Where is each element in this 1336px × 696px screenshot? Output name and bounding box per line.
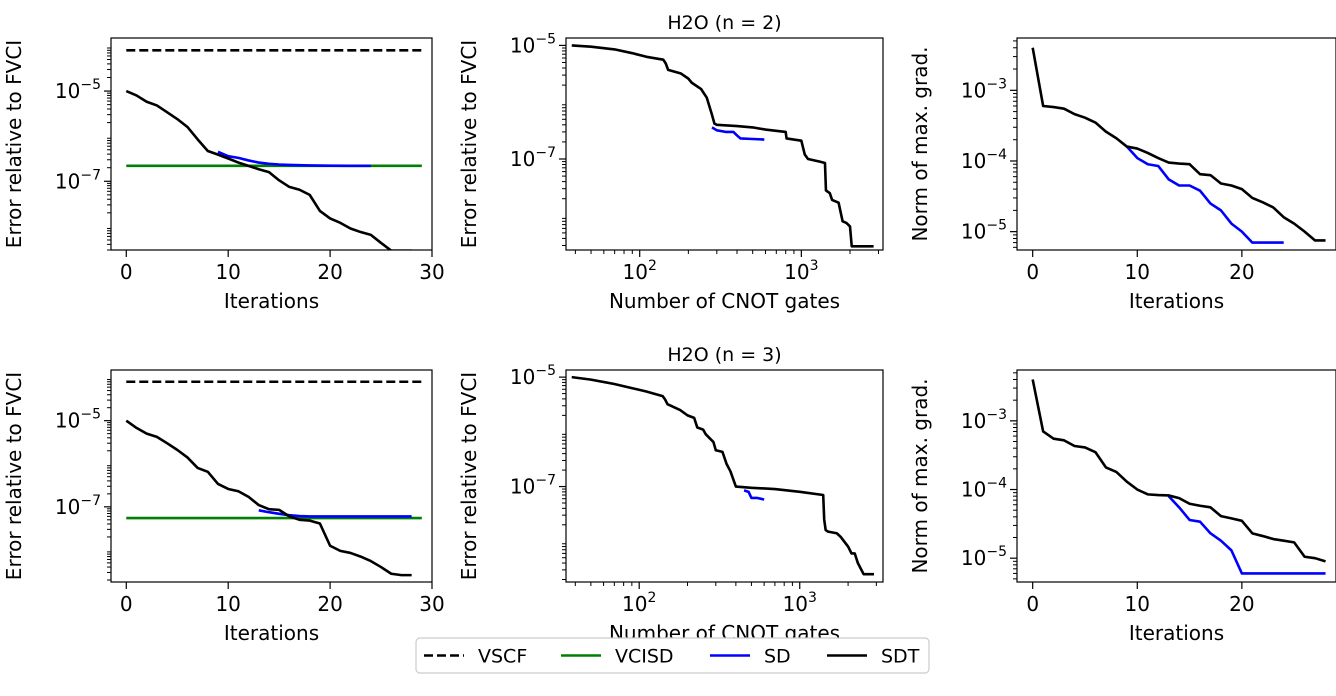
axes-frame	[1016, 369, 1336, 583]
y-tick-label: 10−3	[961, 407, 1007, 433]
plot-area	[571, 375, 874, 576]
series-sdt-line	[571, 375, 874, 576]
legend-label-vscf: VSCF	[478, 646, 527, 668]
x-tick-label: 10	[215, 260, 240, 284]
x-tick-label: 102	[622, 590, 656, 616]
x-tick-label: 0	[1026, 260, 1039, 284]
x-tick-label: 103	[784, 258, 818, 284]
series-sd-line	[258, 509, 412, 518]
y-tick-label: 10−5	[961, 218, 1007, 244]
series-sd-line	[711, 126, 765, 141]
x-tick-label: 0	[1026, 592, 1039, 616]
subplot-3: 0 10 20 10−3 10−4 10−5 Iterations Norm of max. …	[908, 37, 1336, 313]
x-tick-label: 0	[120, 260, 133, 284]
x-tick-label: 20	[1229, 592, 1254, 616]
x-tick-label: 10	[215, 592, 240, 616]
series-sdt-line	[571, 44, 874, 248]
axes-frame	[565, 369, 884, 583]
y-tick-label: 10−7	[55, 167, 101, 193]
x-tick-label: 30	[419, 592, 444, 616]
series-sd-line	[1167, 495, 1326, 575]
y-tick-label: 10−3	[961, 76, 1007, 102]
subplot-2: 102 103 10−5 10−7 Number of CNOT gates Error …	[457, 12, 884, 313]
plot-area	[1031, 379, 1326, 575]
chart-title: H2O (n = 3)	[667, 344, 781, 366]
chart-title: H2O (n = 2)	[667, 12, 781, 34]
x-tick-label: 30	[419, 260, 444, 284]
axes-frame	[110, 37, 433, 251]
y-axis-label: Error relative to FVCI	[2, 40, 26, 248]
x-tick-label: 20	[1229, 260, 1254, 284]
x-tick-label: 0	[120, 592, 133, 616]
y-tick-label: 10−7	[55, 493, 101, 519]
axes-frame	[1016, 37, 1336, 251]
y-tick-label: 10−5	[55, 77, 101, 103]
y-axis-label: Error relative to FVCI	[2, 372, 26, 580]
series-sdt-line	[1031, 47, 1326, 242]
legend: VSCF VCISD SD SDT	[415, 637, 930, 674]
series-sdt-line	[125, 419, 412, 577]
subplot-1: 0 10 20 30 10−5 10−7 Iterations Error relative …	[2, 37, 445, 313]
plot-area	[125, 49, 422, 250]
y-tick-label: 10−4	[961, 476, 1007, 502]
axes-frame	[110, 369, 433, 583]
y-axis-label: Norm of max. grad.	[908, 46, 932, 241]
plot-area	[125, 380, 422, 577]
x-tick-label: 10	[1125, 592, 1150, 616]
series-sdt-line	[125, 89, 412, 250]
y-tick-label: 10−4	[961, 147, 1007, 173]
x-axis-label: Number of CNOT gates	[609, 289, 840, 313]
series-sd-line	[743, 489, 765, 501]
y-tick-label: 10−5	[961, 544, 1007, 570]
x-axis-label: Iterations	[1129, 621, 1224, 645]
x-tick-label: 20	[317, 260, 342, 284]
y-tick-label: 10−7	[510, 473, 556, 499]
legend-frame	[415, 637, 930, 674]
series-sdt-line	[1031, 379, 1326, 563]
x-axis-label: Iterations	[224, 289, 319, 313]
subplot-6: 0 10 20 10−3 10−4 10−5 Iterations Norm of max. …	[908, 369, 1336, 645]
legend-label-vcisd: VCISD	[615, 646, 674, 668]
y-tick-label: 10−5	[510, 363, 556, 389]
legend-label-sd: SD	[764, 646, 791, 668]
plot-area	[1031, 47, 1326, 244]
x-tick-label: 20	[317, 592, 342, 616]
y-axis-label: Error relative to FVCI	[457, 40, 481, 248]
x-axis-label: Iterations	[1129, 289, 1224, 313]
legend-label-sdt: SDT	[881, 646, 920, 668]
series-sd-line	[217, 150, 371, 168]
x-tick-label: 10	[1125, 260, 1150, 284]
x-axis-label: Iterations	[224, 621, 319, 645]
x-tick-label: 102	[623, 258, 657, 284]
series-sd-line	[1125, 145, 1284, 244]
y-axis-label: Error relative to FVCI	[457, 372, 481, 580]
y-tick-label: 10−5	[510, 31, 556, 57]
y-tick-label: 10−7	[510, 145, 556, 171]
x-tick-label: 103	[783, 590, 817, 616]
plot-area	[571, 44, 874, 248]
subplot-4: 0 10 20 30 10−5 10−7 Iterations Error relative …	[2, 369, 445, 645]
y-axis-label: Norm of max. grad.	[908, 378, 932, 573]
axes-frame	[565, 37, 884, 251]
y-tick-label: 10−5	[55, 407, 101, 433]
